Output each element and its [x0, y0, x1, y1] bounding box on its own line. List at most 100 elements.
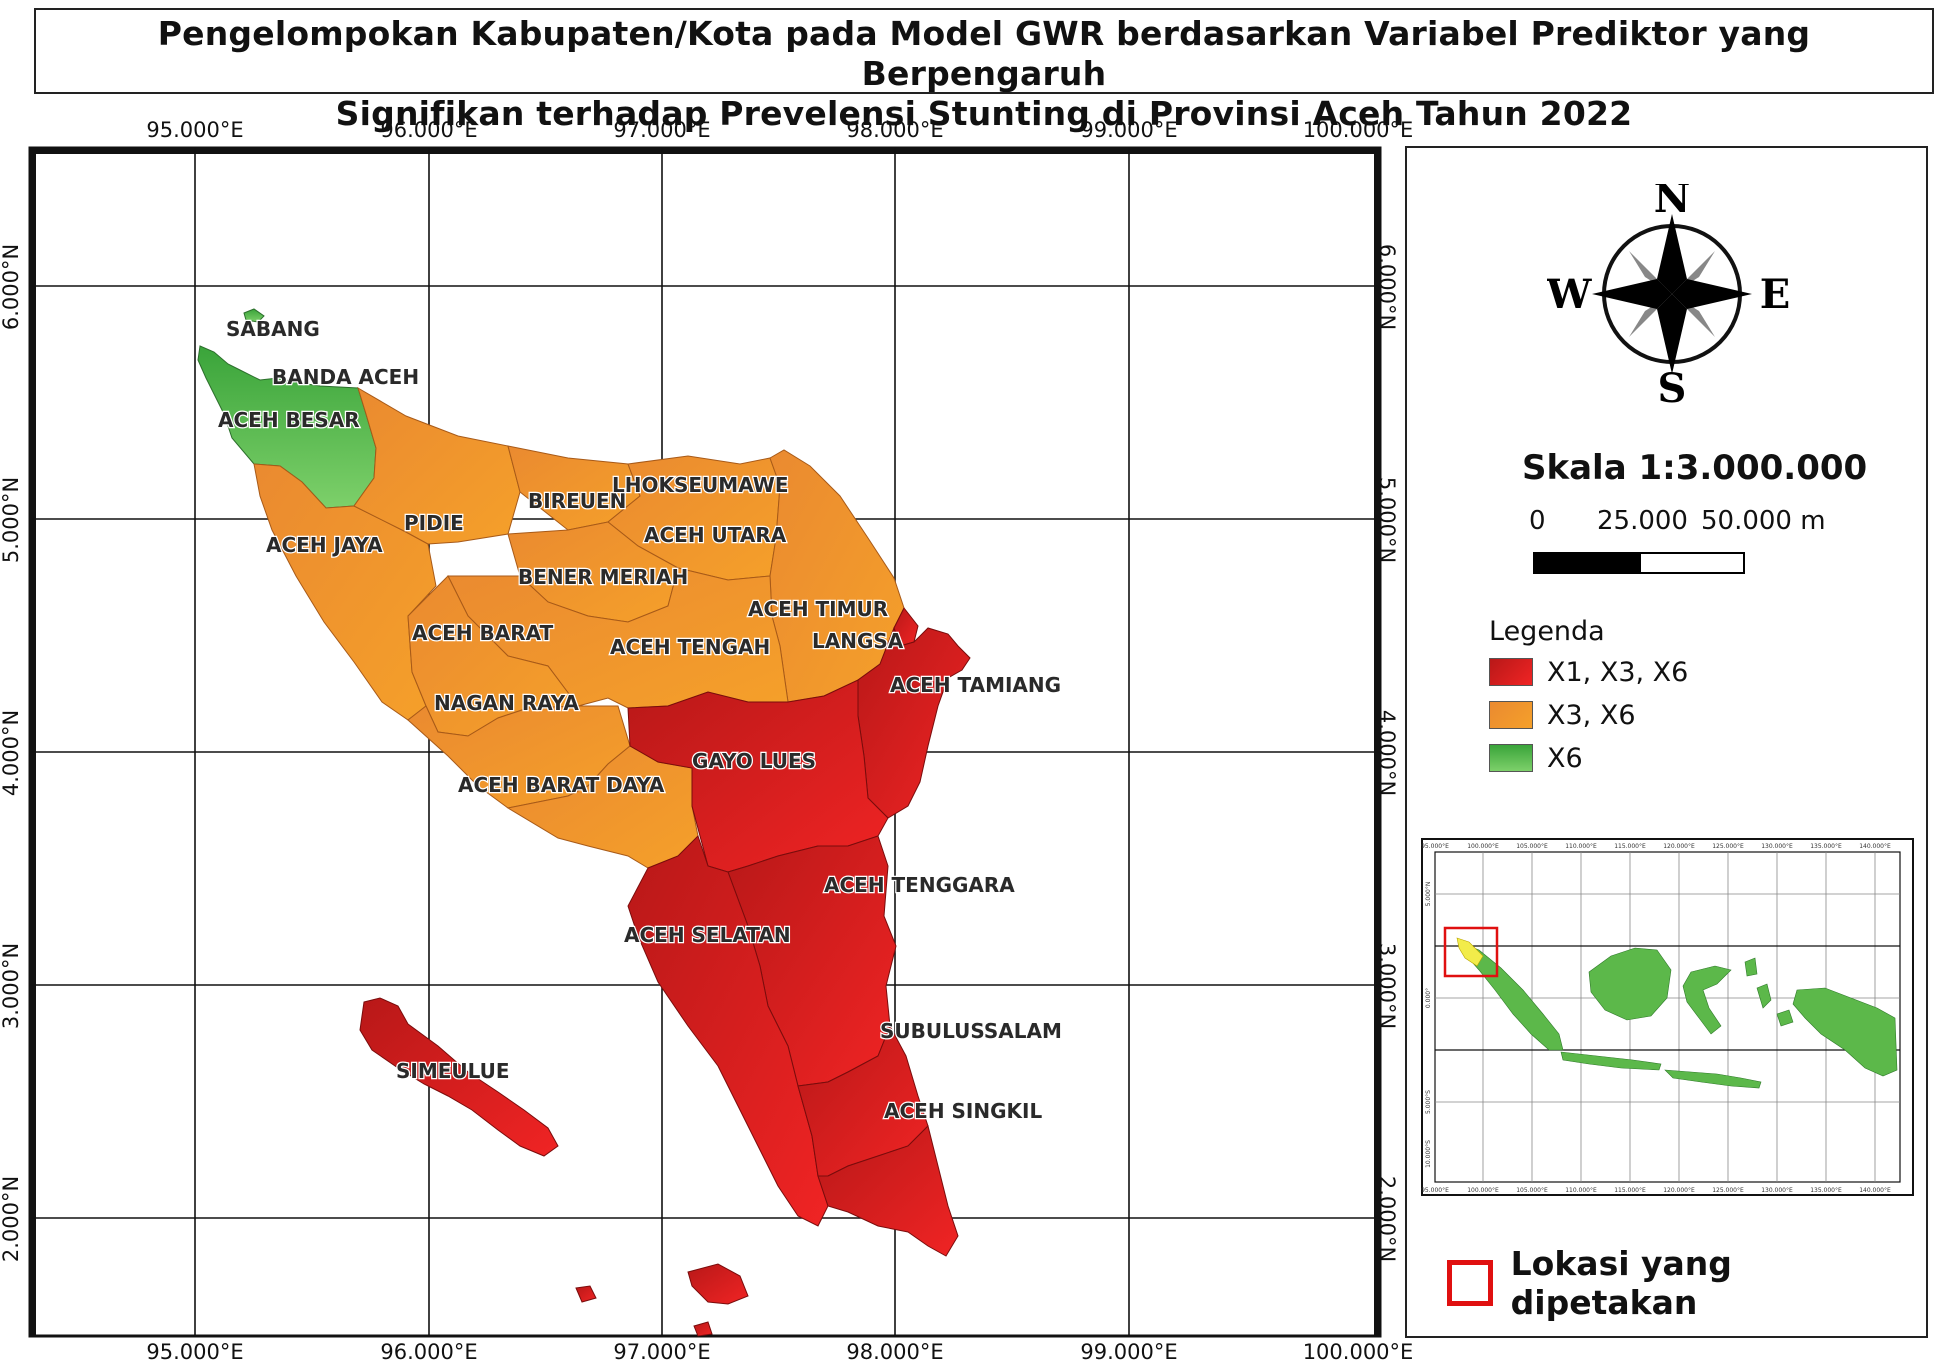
- inset-nusa-tenggara: [1664, 1069, 1762, 1089]
- region-label: SIMEULUE: [396, 1059, 510, 1083]
- inset-lon-label: 115.000°E: [1614, 843, 1646, 850]
- frame-bar-left: [30, 148, 36, 1336]
- lon-label-bottom: 100.000°E: [1302, 1340, 1414, 1364]
- inset-lon-label: 135.000°E: [1810, 843, 1842, 850]
- inset-lon-label: 130.000°E: [1761, 1187, 1793, 1194]
- frame-bar-top: [30, 148, 1380, 154]
- title-line-1: Pengelompokan Kabupaten/Kota pada Model …: [157, 14, 1811, 93]
- region-sabang: [243, 308, 265, 323]
- region-label: ACEH TENGAH: [610, 635, 770, 659]
- inset-lon-label: 100.000°E: [1467, 843, 1499, 850]
- scale-label-1: 25.000: [1597, 506, 1688, 536]
- lon-label-bottom: 96.000°E: [380, 1340, 478, 1364]
- region-label: SABANG: [226, 317, 320, 341]
- inset-lon-label: 120.000°E: [1663, 843, 1695, 850]
- lat-label-left: 5.000°N: [0, 476, 24, 564]
- region-aceh-singkil: [817, 1125, 959, 1257]
- inset-map: 95.000°E 100.000°E 105.000°E 110.000°E 1…: [1421, 838, 1914, 1196]
- region-label: LHOKSEUMAWE: [612, 473, 789, 497]
- title-line-2: Signifikan terhadap Prevelensi Stunting …: [335, 94, 1633, 133]
- frame-bar-right: [1374, 148, 1380, 1336]
- inset-lon-label: 110.000°E: [1565, 843, 1597, 850]
- lon-label-top: 98.000°E: [846, 118, 944, 142]
- legend-item: X3, X6: [1489, 699, 1636, 731]
- lon-label-top: 96.000°E: [380, 118, 478, 142]
- region-label: BIREUEN: [528, 489, 626, 513]
- compass-w: W: [1547, 271, 1593, 318]
- compass-s: S: [1658, 365, 1687, 404]
- legend-swatch-red: [1489, 658, 1533, 686]
- inset-java: [1560, 1051, 1662, 1071]
- legend-label: X1, X3, X6: [1547, 656, 1689, 688]
- region-label: ACEH TENGGARA: [824, 873, 1015, 897]
- scale-label-2: 50.000 m: [1701, 506, 1826, 536]
- legend-label: X3, X6: [1547, 699, 1636, 731]
- locator-swatch: [1447, 1260, 1493, 1306]
- lon-label-top: 100.000°E: [1302, 118, 1414, 142]
- region-label: LANGSA: [812, 629, 904, 653]
- map-title: Pengelompokan Kabupaten/Kota pada Model …: [34, 8, 1934, 133]
- inset-lon-label: 130.000°E: [1761, 843, 1793, 850]
- lon-label-top: 99.000°E: [1080, 118, 1178, 142]
- scale-title: Skala 1:3.000.000: [1522, 448, 1868, 488]
- north-arrow-icon: N S W E: [1547, 184, 1791, 404]
- lon-label-top: 95.000°E: [146, 118, 244, 142]
- region-label: PIDIE: [404, 511, 464, 535]
- inset-papua: [1792, 987, 1898, 1077]
- lon-label-bottom: 99.000°E: [1080, 1340, 1178, 1364]
- inset-lon-label: 140.000°E: [1859, 1187, 1891, 1194]
- region-label: ACEH BARAT: [412, 621, 554, 645]
- inset-lat-label: 10.000°S: [1425, 1140, 1432, 1168]
- inset-lon-label: 95.000°E: [1421, 1187, 1449, 1194]
- legend-item: X6: [1489, 742, 1583, 774]
- lat-label-left: 6.000°N: [0, 243, 24, 331]
- lon-label-bottom: 95.000°E: [146, 1340, 244, 1364]
- lat-label-left: 3.000°N: [0, 942, 24, 1030]
- inset-lon-label: 125.000°E: [1712, 1187, 1744, 1194]
- region-label: SUBULUSSALAM: [880, 1019, 1062, 1043]
- island-banyak: [687, 1263, 749, 1305]
- region-label: GAYO LUES: [692, 749, 816, 773]
- region-label: BENER MERIAH: [518, 565, 688, 589]
- inset-lat-label: 0.000°: [1425, 988, 1432, 1008]
- scale-bar: [1533, 552, 1745, 574]
- island-small-2: [693, 1321, 713, 1337]
- compass-n: N: [1654, 184, 1691, 222]
- region-simeulue: [359, 997, 559, 1157]
- compass-e: E: [1760, 271, 1791, 318]
- locator-legend: Lokasi yang dipetakan: [1447, 1244, 1926, 1322]
- lat-label-left: 4.000°N: [0, 709, 24, 797]
- lon-label-top: 97.000°E: [613, 118, 711, 142]
- legend-title: Legenda: [1489, 616, 1605, 647]
- legend-label: X6: [1547, 742, 1583, 774]
- inset-lon-label: 125.000°E: [1712, 843, 1744, 850]
- region-label: ACEH BESAR: [218, 408, 360, 432]
- main-map: SABANG BANDA ACEH ACEH BESAR PIDIE BIREU…: [28, 146, 1382, 1338]
- legend-item: X1, X3, X6: [1489, 656, 1688, 688]
- locator-label: Lokasi yang dipetakan: [1510, 1244, 1732, 1322]
- side-panel: N S W E Skala 1:3.000.000 0 25.000 50.00…: [1405, 146, 1928, 1338]
- inset-sumatra: [1458, 941, 1564, 1051]
- region-label: ACEH SELATAN: [624, 923, 791, 947]
- region-label: ACEH TAMIANG: [890, 673, 1061, 697]
- region-label: BANDA ACEH: [272, 365, 419, 389]
- region-pidie: [353, 386, 521, 545]
- lon-label-bottom: 97.000°E: [613, 1340, 711, 1364]
- region-label: ACEH SINGKIL: [884, 1099, 1042, 1123]
- inset-lat-label: 5.000°N: [1425, 882, 1432, 907]
- inset-aceh-highlight: [1456, 937, 1484, 967]
- legend-swatch-green: [1489, 744, 1533, 772]
- inset-lon-label: 105.000°E: [1516, 1187, 1548, 1194]
- lon-label-bottom: 98.000°E: [846, 1340, 944, 1364]
- inset-lon-label: 140.000°E: [1859, 843, 1891, 850]
- legend-swatch-orange: [1489, 701, 1533, 729]
- inset-lon-label: 100.000°E: [1467, 1187, 1499, 1194]
- region-label: NAGAN RAYA: [434, 691, 579, 715]
- inset-lon-label: 120.000°E: [1663, 1187, 1695, 1194]
- inset-lon-label: 105.000°E: [1516, 843, 1548, 850]
- island-small-1: [575, 1285, 597, 1303]
- inset-lon-label: 135.000°E: [1810, 1187, 1842, 1194]
- inset-sulawesi: [1682, 965, 1732, 1035]
- inset-kalimantan: [1588, 947, 1672, 1021]
- inset-lon-label: 115.000°E: [1614, 1187, 1646, 1194]
